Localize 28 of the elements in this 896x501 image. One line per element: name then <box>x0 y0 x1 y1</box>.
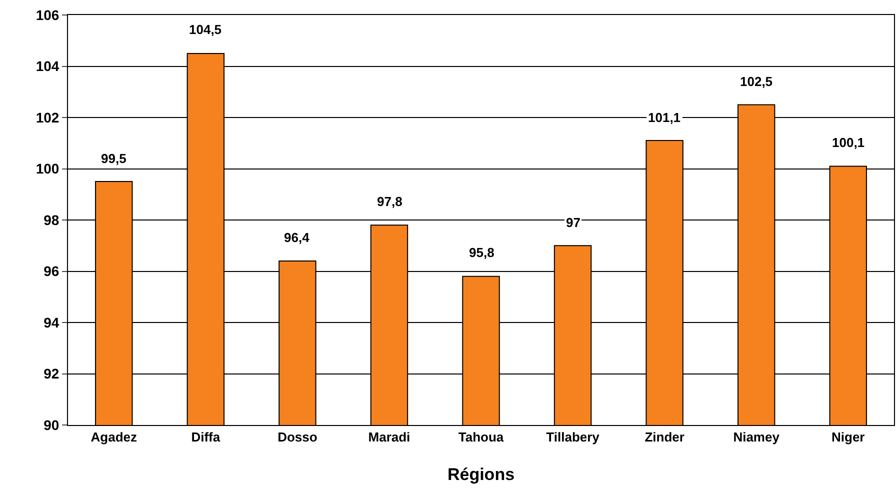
data-label: 96,4 <box>284 230 310 245</box>
x-axis-title: Régions <box>447 465 515 484</box>
data-label: 102,5 <box>740 74 773 89</box>
x-tick-label: Tahoua <box>458 430 504 445</box>
data-label: 100,1 <box>832 135 865 150</box>
x-tick-label: Agadez <box>90 430 138 445</box>
x-tick-label: Diffa <box>191 430 221 445</box>
x-tick-label: Niger <box>831 430 865 445</box>
y-tick-label: 94 <box>44 314 60 330</box>
data-label: 95,8 <box>469 245 494 260</box>
x-tick-label: Tillabery <box>546 430 600 445</box>
y-tick-label: 102 <box>36 109 60 126</box>
y-tick-label: 90 <box>44 416 60 433</box>
y-tick-label: 106 <box>36 6 60 23</box>
x-tick-label: Zinder <box>644 430 684 445</box>
x-tick-label: Niamey <box>733 430 780 445</box>
y-tick-label: 100 <box>36 160 60 177</box>
data-label: 104,5 <box>189 22 222 37</box>
data-label: 99,5 <box>101 151 126 166</box>
data-label: 97 <box>566 215 580 230</box>
y-tick-label: 92 <box>44 366 60 382</box>
data-label: 101,1 <box>648 110 681 125</box>
y-tick-label: 98 <box>44 212 60 228</box>
y-tick-label: 104 <box>36 58 60 74</box>
y-tick-label: 96 <box>44 263 60 280</box>
data-label: 97,8 <box>377 194 402 209</box>
x-tick-label: Dosso <box>278 430 318 445</box>
x-tick-label: Maradi <box>368 430 410 445</box>
